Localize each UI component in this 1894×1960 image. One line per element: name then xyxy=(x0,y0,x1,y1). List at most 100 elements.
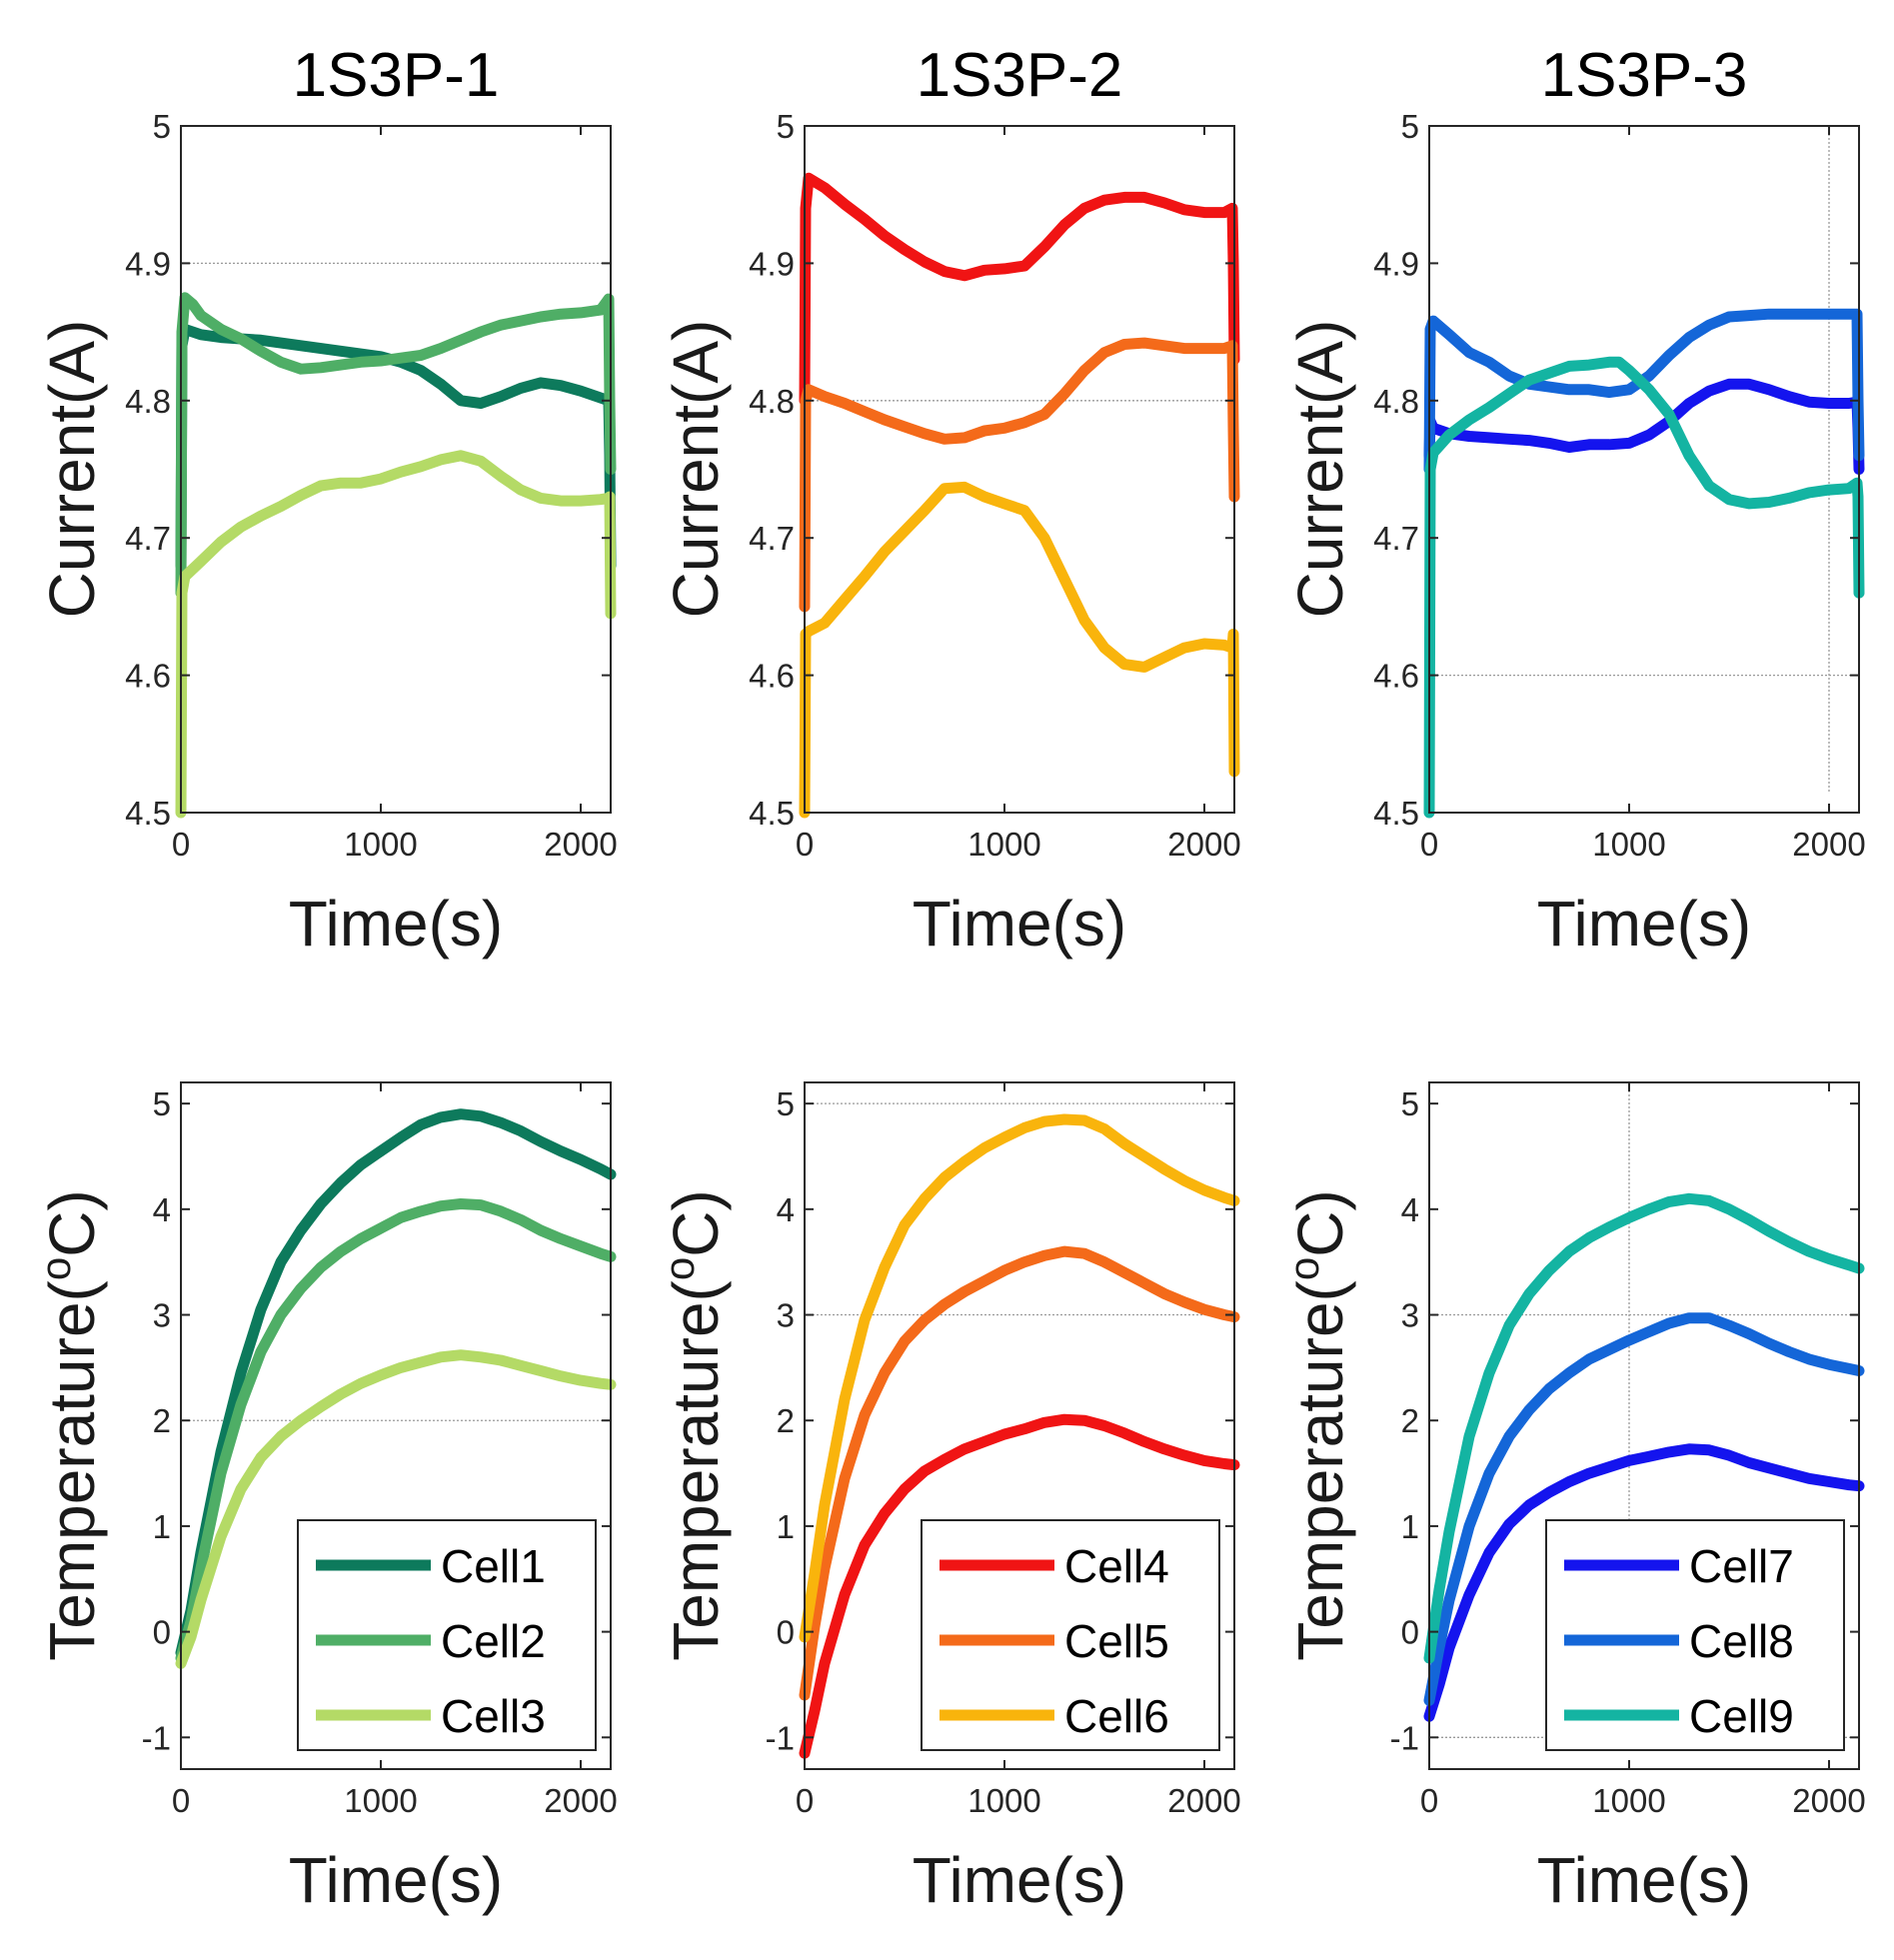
series-line-cell2 xyxy=(175,1198,617,1664)
legend-label: Cell4 xyxy=(1064,1540,1169,1592)
y-tick-label: 4.9 xyxy=(1373,245,1419,282)
x-axis-label: Time(s) xyxy=(1537,888,1751,960)
axis-frame xyxy=(804,125,1235,814)
series-line-cell1 xyxy=(175,1108,617,1659)
y-tick-label: 4.7 xyxy=(125,520,171,557)
series-line-cell7 xyxy=(1423,378,1865,475)
series-line-cell3 xyxy=(175,1349,617,1669)
ticks: 0 1000 2000 4.5 4.6 4.7 4.8 4.9 5 xyxy=(125,108,618,863)
x-tick-label: 1000 xyxy=(967,1782,1040,1819)
y-tick-label: 4.7 xyxy=(749,520,795,557)
series xyxy=(799,172,1240,819)
x-tick-label: 0 xyxy=(796,826,814,863)
y-tick-label: 4.6 xyxy=(1373,658,1419,695)
y-tick-label: 3 xyxy=(153,1297,171,1334)
y-tick-label: 4.6 xyxy=(125,658,171,695)
x-tick-label: 0 xyxy=(1420,1782,1438,1819)
y-axis-label-suffix: C) xyxy=(36,1189,108,1257)
x-tick-label: 1000 xyxy=(344,826,417,863)
axis-frame xyxy=(1428,1081,1860,1770)
y-tick-label: 4 xyxy=(777,1191,795,1228)
y-tick-label: 1 xyxy=(777,1508,795,1545)
y-tick-label: 4.5 xyxy=(125,795,171,832)
series-line-cell6 xyxy=(799,481,1240,819)
y-tick-label: 5 xyxy=(153,108,171,145)
x-tick-label: 1000 xyxy=(1592,826,1665,863)
y-tick-label: 5 xyxy=(777,108,795,145)
x-tick-label: 1000 xyxy=(1592,1782,1665,1819)
y-axis-label-degree: o xyxy=(1280,1257,1327,1280)
panel-1s3p-2-current: 1S3P-2 0 1000 2000 4.5 4.6 4.7 4.8 4.9 5 Time(s)… xyxy=(660,41,1241,960)
axis-frame xyxy=(1428,125,1860,814)
y-tick-label: 1 xyxy=(153,1508,171,1545)
y-axis-label: Current(A) xyxy=(1284,320,1356,619)
y-tick-label: 2 xyxy=(153,1402,171,1439)
y-tick-label: 5 xyxy=(153,1085,171,1122)
series-line-cell9 xyxy=(1423,356,1865,819)
series-line-cell7 xyxy=(1423,1443,1865,1722)
y-tick-label: 5 xyxy=(1401,108,1419,145)
grid xyxy=(1429,126,1859,793)
y-axis-label: Current(A) xyxy=(660,320,732,619)
legend: Cell1 Cell2 Cell3 xyxy=(297,1519,597,1751)
y-tick-label: -1 xyxy=(1390,1719,1419,1756)
panel-title: 1S3P-3 xyxy=(1541,41,1748,110)
series-line-cell4 xyxy=(799,1413,1240,1759)
y-tick-label: 4.8 xyxy=(125,383,171,420)
y-tick-label: 4.7 xyxy=(1373,520,1419,557)
y-tick-label: 2 xyxy=(777,1402,795,1439)
legend-label: Cell6 xyxy=(1064,1690,1169,1742)
x-axis-label: Time(s) xyxy=(1537,1844,1751,1916)
grid xyxy=(1429,1082,1859,1749)
x-tick-label: 0 xyxy=(172,826,190,863)
x-tick-label: 0 xyxy=(1420,826,1438,863)
y-axis-label-suffix: C) xyxy=(1284,1189,1356,1257)
series-line-cell2 xyxy=(175,292,617,599)
axis-frame xyxy=(804,1081,1235,1770)
legend-label: Cell5 xyxy=(1064,1615,1169,1667)
legend-label: Cell9 xyxy=(1689,1690,1794,1742)
panel-title: 1S3P-2 xyxy=(917,41,1123,110)
x-tick-label: 2000 xyxy=(1792,826,1865,863)
y-tick-label: 1 xyxy=(1401,1508,1419,1545)
y-tick-label: 0 xyxy=(1401,1614,1419,1651)
y-tick-label: 0 xyxy=(153,1614,171,1651)
y-axis-label: Temperature(oC) xyxy=(1280,1189,1356,1660)
y-tick-label: 4.5 xyxy=(1373,795,1419,832)
y-tick-label: 4.6 xyxy=(749,658,795,695)
x-axis-label: Time(s) xyxy=(289,1844,503,1916)
y-tick-label: 4.8 xyxy=(749,383,795,420)
y-axis-label-suffix: C) xyxy=(660,1189,732,1257)
y-tick-label: 3 xyxy=(777,1297,795,1334)
x-tick-label: 2000 xyxy=(544,826,617,863)
y-tick-label: 0 xyxy=(777,1614,795,1651)
x-tick-label: 2000 xyxy=(544,1782,617,1819)
x-axis-label: Time(s) xyxy=(913,1844,1126,1916)
series-line-cell3 xyxy=(175,450,617,819)
y-axis-label-degree: o xyxy=(32,1257,79,1280)
legend-label: Cell8 xyxy=(1689,1615,1794,1667)
y-tick-label: 4.9 xyxy=(749,245,795,282)
panel-title: 1S3P-1 xyxy=(293,41,500,110)
ticks: 0 1000 2000 4.5 4.6 4.7 4.8 4.9 5 xyxy=(749,108,1241,863)
y-axis-label: Current(A) xyxy=(36,320,108,619)
y-tick-label: 5 xyxy=(777,1085,795,1122)
axis-frame xyxy=(180,125,612,814)
y-axis-label-prefix: Temperature( xyxy=(660,1280,732,1661)
x-tick-label: 2000 xyxy=(1167,826,1240,863)
y-tick-label: -1 xyxy=(142,1719,171,1756)
legend-label: Cell1 xyxy=(441,1540,546,1592)
series xyxy=(1423,1192,1865,1722)
y-axis-label-prefix: Temperature( xyxy=(1284,1280,1356,1661)
panel-1s3p-1-current: 1S3P-1 0 1000 2000 4.5 4.6 4.7 4.8 4.9 5 Time(s)… xyxy=(36,41,618,960)
series-line-cell4 xyxy=(799,172,1240,407)
y-axis-label-degree: o xyxy=(656,1257,703,1280)
legend: Cell4 Cell5 Cell6 xyxy=(921,1519,1220,1751)
legend: Cell7 Cell8 Cell9 xyxy=(1545,1519,1845,1751)
ticks: 0 1000 2000 4.5 4.6 4.7 4.8 4.9 5 xyxy=(1373,108,1866,863)
